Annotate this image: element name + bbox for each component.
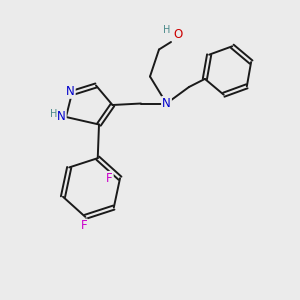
Text: N: N <box>66 85 75 98</box>
Text: O: O <box>173 28 182 41</box>
Text: H: H <box>164 25 171 35</box>
Text: H: H <box>50 109 57 119</box>
Text: N: N <box>162 97 171 110</box>
Text: F: F <box>80 219 87 232</box>
Text: N: N <box>162 97 171 110</box>
Text: F: F <box>106 172 113 185</box>
Text: N: N <box>57 110 66 124</box>
